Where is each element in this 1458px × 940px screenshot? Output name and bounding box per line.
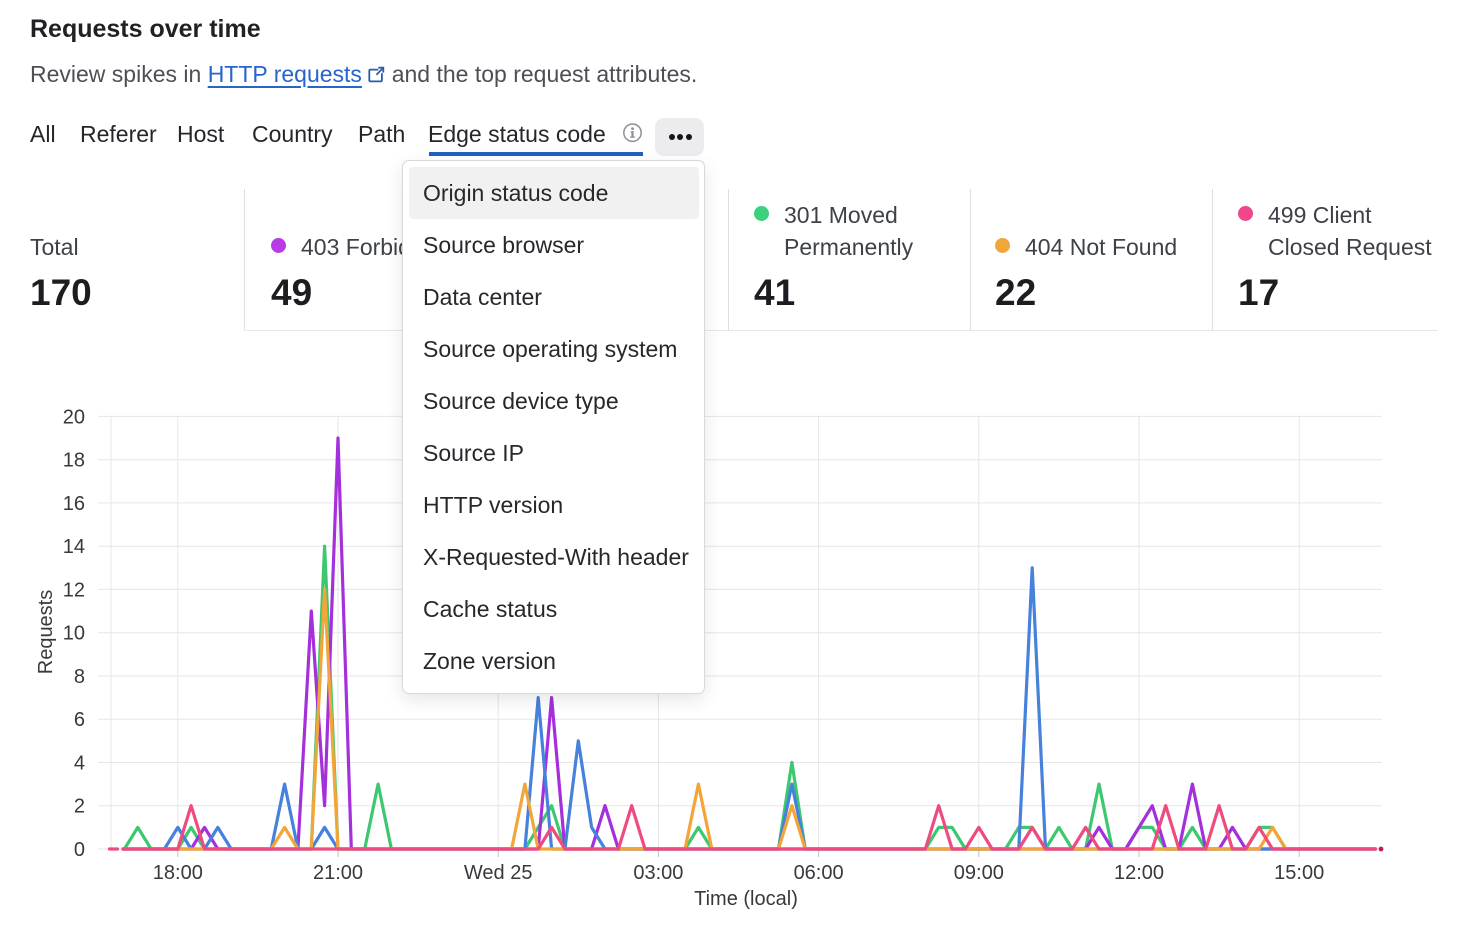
svg-text:18: 18	[63, 450, 85, 472]
svg-text:18:00: 18:00	[153, 862, 203, 884]
svg-text:14: 14	[63, 536, 85, 558]
svg-text:4: 4	[74, 753, 85, 775]
svg-text:20: 20	[63, 406, 85, 428]
svg-text:Wed 25: Wed 25	[464, 862, 533, 884]
svg-text:Time (local): Time (local)	[694, 888, 798, 910]
svg-text:0: 0	[74, 839, 85, 861]
svg-text:Requests: Requests	[35, 590, 57, 675]
svg-text:2: 2	[74, 796, 85, 818]
svg-text:8: 8	[74, 666, 85, 688]
svg-text:09:00: 09:00	[954, 862, 1004, 884]
svg-text:16: 16	[63, 493, 85, 515]
svg-text:15:00: 15:00	[1274, 862, 1324, 884]
svg-text:03:00: 03:00	[633, 862, 683, 884]
svg-text:6: 6	[74, 709, 85, 731]
svg-text:12: 12	[63, 579, 85, 601]
svg-text:21:00: 21:00	[313, 862, 363, 884]
svg-text:10: 10	[63, 623, 85, 645]
svg-text:06:00: 06:00	[794, 862, 844, 884]
svg-text:12:00: 12:00	[1114, 862, 1164, 884]
